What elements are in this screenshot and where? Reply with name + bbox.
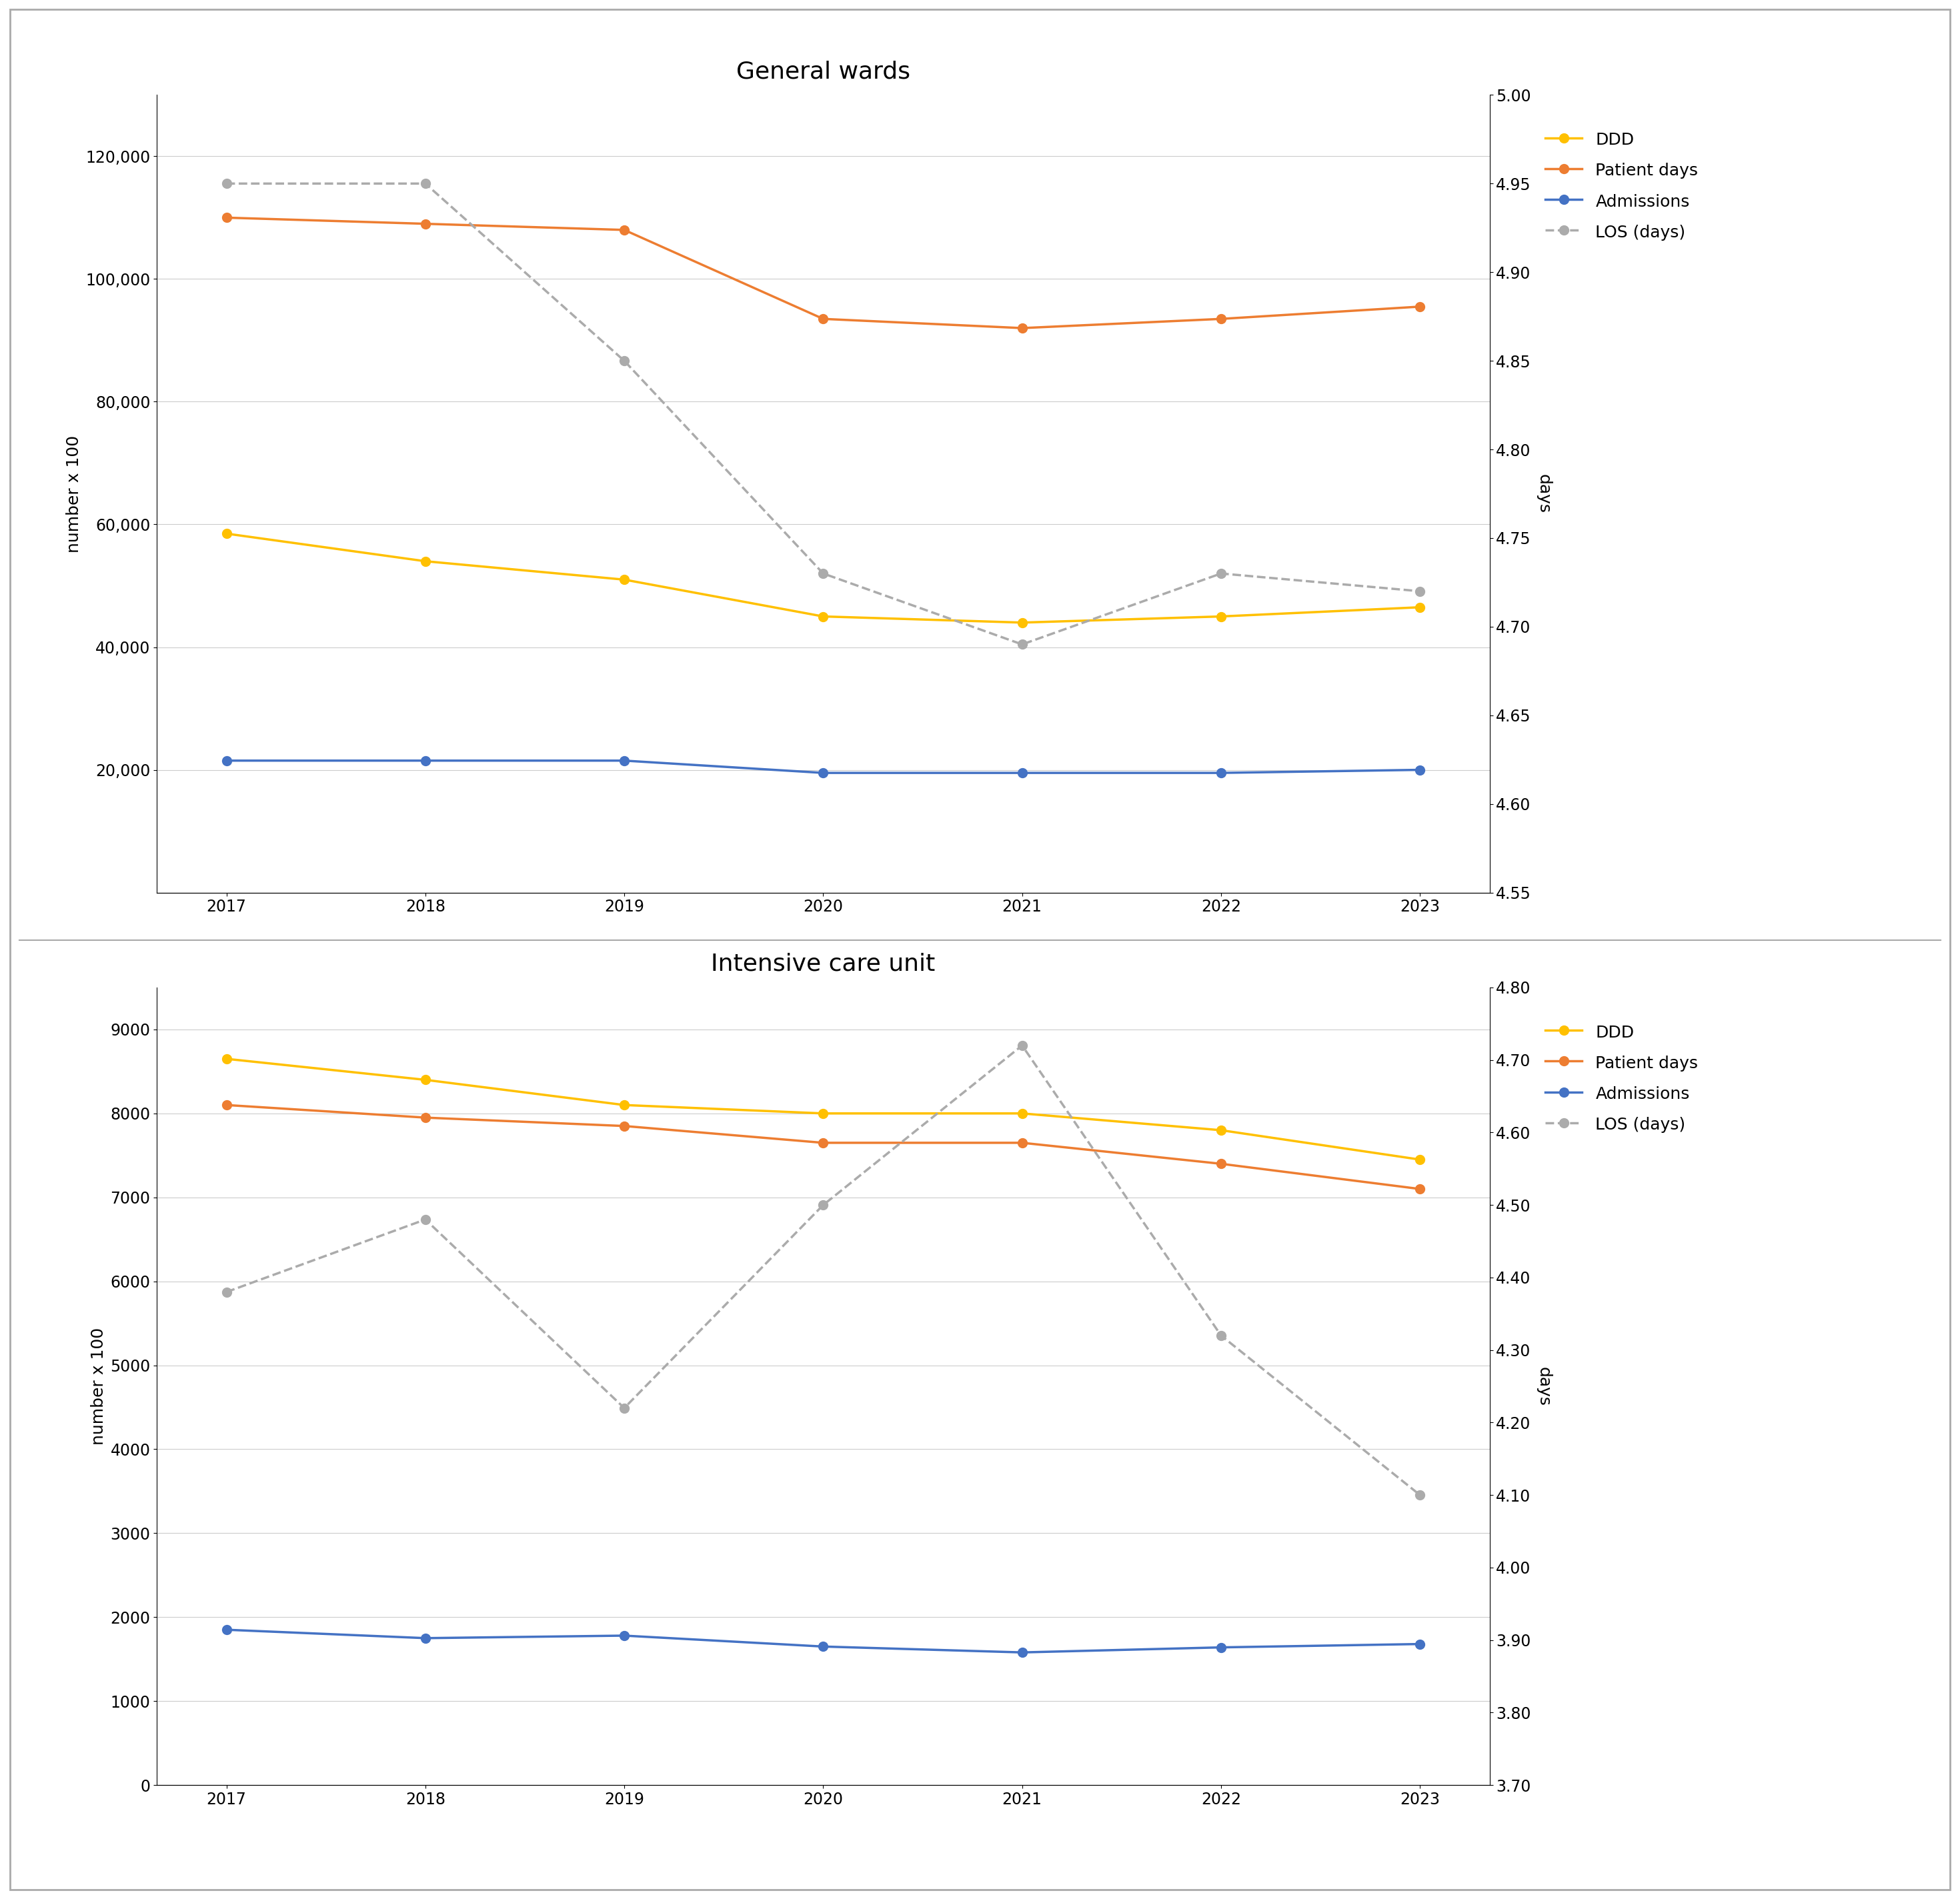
LOS (days) bbox=[613, 1396, 637, 1419]
Patient days bbox=[1407, 294, 1431, 317]
DDD bbox=[414, 551, 437, 573]
DDD bbox=[1209, 606, 1233, 629]
DDD bbox=[1209, 1119, 1233, 1141]
LOS (days) bbox=[216, 1280, 239, 1303]
Patient days bbox=[811, 308, 835, 330]
Admissions bbox=[216, 1618, 239, 1641]
Patient days bbox=[1009, 317, 1033, 340]
Patient days bbox=[613, 1115, 637, 1138]
LOS (days) bbox=[216, 173, 239, 196]
DDD bbox=[216, 522, 239, 545]
LOS (days) bbox=[1009, 632, 1033, 655]
Admissions bbox=[1009, 761, 1033, 784]
Admissions bbox=[1009, 1641, 1033, 1664]
LOS (days) bbox=[414, 1208, 437, 1231]
Admissions bbox=[1407, 1633, 1431, 1656]
DDD bbox=[414, 1069, 437, 1092]
Patient days bbox=[1209, 1153, 1233, 1175]
Admissions bbox=[613, 750, 637, 773]
DDD bbox=[811, 606, 835, 629]
Line: Patient days: Patient days bbox=[221, 1100, 1425, 1194]
Admissions bbox=[1209, 761, 1233, 784]
Legend: DDD, Patient days, Admissions, LOS (days): DDD, Patient days, Admissions, LOS (days… bbox=[1537, 122, 1707, 249]
DDD bbox=[1407, 1149, 1431, 1172]
DDD bbox=[1009, 1101, 1033, 1124]
Admissions bbox=[613, 1624, 637, 1646]
Line: Patient days: Patient days bbox=[221, 213, 1425, 332]
Title: Intensive care unit: Intensive care unit bbox=[711, 953, 935, 976]
LOS (days) bbox=[811, 1194, 835, 1217]
DDD bbox=[613, 568, 637, 591]
DDD bbox=[216, 1048, 239, 1071]
Admissions bbox=[811, 761, 835, 784]
Title: General wards: General wards bbox=[737, 61, 909, 84]
DDD bbox=[613, 1094, 637, 1117]
LOS (days) bbox=[1407, 1483, 1431, 1506]
DDD bbox=[811, 1101, 835, 1124]
Legend: DDD, Patient days, Admissions, LOS (days): DDD, Patient days, Admissions, LOS (days… bbox=[1537, 1014, 1707, 1141]
LOS (days) bbox=[811, 562, 835, 585]
Y-axis label: number x 100: number x 100 bbox=[90, 1327, 106, 1445]
Patient days bbox=[1209, 308, 1233, 330]
Line: LOS (days): LOS (days) bbox=[221, 1041, 1425, 1500]
Patient days bbox=[1009, 1132, 1033, 1155]
Admissions bbox=[811, 1635, 835, 1658]
Admissions bbox=[1209, 1635, 1233, 1658]
Patient days bbox=[811, 1132, 835, 1155]
DDD bbox=[1407, 596, 1431, 619]
Line: Admissions: Admissions bbox=[221, 756, 1425, 777]
Admissions bbox=[414, 1627, 437, 1650]
LOS (days) bbox=[613, 349, 637, 372]
Patient days bbox=[216, 1094, 239, 1117]
Line: DDD: DDD bbox=[221, 1054, 1425, 1164]
Line: DDD: DDD bbox=[221, 530, 1425, 627]
Admissions bbox=[414, 750, 437, 773]
Patient days bbox=[414, 1107, 437, 1130]
Patient days bbox=[216, 207, 239, 230]
Patient days bbox=[613, 218, 637, 241]
LOS (days) bbox=[1209, 1324, 1233, 1346]
Admissions bbox=[1407, 758, 1431, 780]
Patient days bbox=[414, 213, 437, 235]
Y-axis label: days: days bbox=[1537, 475, 1552, 513]
Admissions bbox=[216, 750, 239, 773]
LOS (days) bbox=[1209, 562, 1233, 585]
Patient days bbox=[1407, 1177, 1431, 1200]
LOS (days) bbox=[1009, 1035, 1033, 1058]
Y-axis label: days: days bbox=[1535, 1367, 1552, 1405]
Y-axis label: number x 100: number x 100 bbox=[67, 435, 82, 553]
Line: Admissions: Admissions bbox=[221, 1626, 1425, 1658]
DDD bbox=[1009, 611, 1033, 634]
Line: LOS (days): LOS (days) bbox=[221, 179, 1425, 649]
LOS (days) bbox=[414, 173, 437, 196]
LOS (days) bbox=[1407, 579, 1431, 602]
